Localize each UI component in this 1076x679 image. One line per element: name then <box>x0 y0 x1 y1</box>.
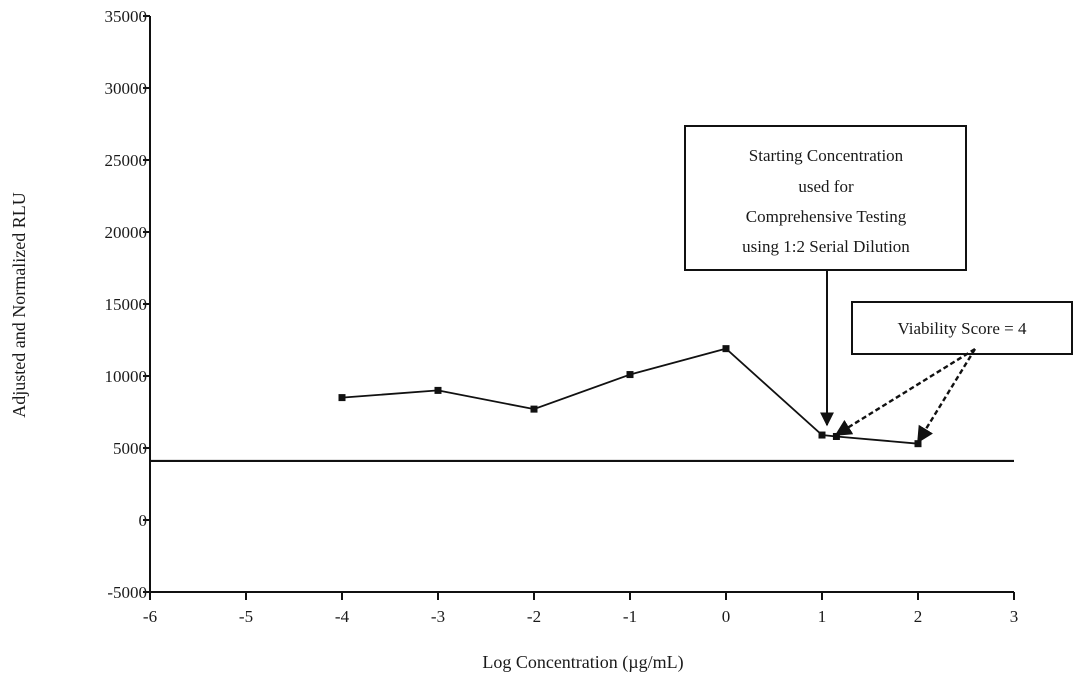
annotation-viability-score: Viability Score = 4 <box>834 301 1073 444</box>
y-tick-label: 10000 <box>105 367 148 386</box>
y-axis-title: Adjusted and Normalized RLU <box>9 192 29 417</box>
x-tick-label: -2 <box>527 607 541 626</box>
x-tick-label: 1 <box>818 607 827 626</box>
annotation-line: used for <box>798 177 854 196</box>
y-tick-label: 30000 <box>105 79 148 98</box>
data-point <box>434 386 442 394</box>
data-point <box>530 405 538 413</box>
axes: -5000 0 5000 10000 15000 20000 25000 30000 35000… <box>105 7 1019 626</box>
annotation-arrow-dashed <box>916 348 977 444</box>
y-tick-label: 5000 <box>113 439 147 458</box>
y-tick-label: 25000 <box>105 151 148 170</box>
x-tick-label: 0 <box>722 607 731 626</box>
annotation-line: using 1:2 Serial Dilution <box>742 237 910 256</box>
x-axis-title: Log Concentration (µg/mL) <box>482 652 683 673</box>
x-tick-label: -3 <box>431 607 445 626</box>
y-tick-label: 20000 <box>105 223 148 242</box>
annotation-starting-concentration: Starting Concentration used for Comprehe… <box>684 125 967 427</box>
x-tick-label: -1 <box>623 607 637 626</box>
data-point <box>338 394 346 402</box>
annotation-line: Comprehensive Testing <box>746 207 907 226</box>
x-tick-label: -6 <box>143 607 157 626</box>
data-point <box>818 431 826 439</box>
y-tick-label: 0 <box>139 511 148 530</box>
data-point <box>722 345 730 353</box>
data-point <box>832 432 840 440</box>
x-tick-label: 2 <box>914 607 923 626</box>
series-group <box>338 345 922 448</box>
x-tick-label: -4 <box>335 607 350 626</box>
data-point <box>914 440 922 448</box>
annotation-arrow-dashed <box>834 347 976 437</box>
annotation-box <box>684 125 967 271</box>
y-tick-label: -5000 <box>107 583 147 602</box>
annotation-box <box>851 301 1073 355</box>
x-tick-label: -5 <box>239 607 253 626</box>
y-tick-label: 35000 <box>105 7 148 26</box>
annotation-line: Starting Concentration <box>749 146 904 165</box>
annotation-text: Viability Score = 4 <box>898 319 1027 338</box>
series-line <box>341 347 919 445</box>
x-tick-label: 3 <box>1010 607 1019 626</box>
y-tick-label: 15000 <box>105 295 148 314</box>
data-point <box>626 371 634 379</box>
